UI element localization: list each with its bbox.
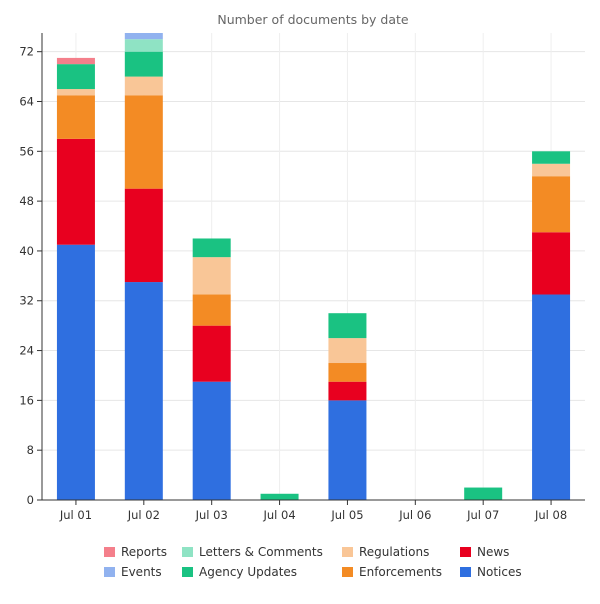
chart-title: Number of documents by date bbox=[217, 12, 409, 27]
bar-jul-07-agency-updates[interactable] bbox=[464, 487, 503, 500]
bar-jul-02-letters-and-comments[interactable] bbox=[124, 39, 163, 52]
bar-jul-03-notices[interactable] bbox=[192, 381, 231, 500]
bar-jul-05-agency-updates[interactable] bbox=[328, 313, 367, 339]
x-tick-label-jul-04: Jul 04 bbox=[262, 508, 295, 522]
x-tick-label-jul-05: Jul 05 bbox=[330, 508, 363, 522]
legend-swatch-agency-updates bbox=[182, 567, 193, 577]
bar-jul-01-reports[interactable] bbox=[56, 57, 95, 65]
y-tick-label-72: 72 bbox=[19, 45, 34, 59]
legend-label-regulations: Regulations bbox=[359, 545, 429, 559]
legend-label-reports: Reports bbox=[121, 545, 167, 559]
bar-jul-02-events[interactable] bbox=[124, 33, 163, 40]
bars bbox=[56, 33, 571, 500]
y-tick-label-40: 40 bbox=[19, 244, 34, 258]
bar-jul-01-notices[interactable] bbox=[56, 244, 95, 500]
legend-item-reports[interactable]: Reports bbox=[104, 545, 167, 559]
x-tick-label-jul-02: Jul 02 bbox=[127, 508, 160, 522]
legend-label-news: News bbox=[477, 545, 509, 559]
bar-jul-02-notices[interactable] bbox=[124, 282, 163, 500]
x-tick-label-jul-01: Jul 01 bbox=[59, 508, 92, 522]
legend-item-notices[interactable]: Notices bbox=[460, 565, 522, 579]
bar-jul-08-regulations[interactable] bbox=[532, 163, 571, 177]
bar-jul-08-enforcements[interactable] bbox=[532, 176, 571, 233]
y-tick-label-56: 56 bbox=[19, 144, 34, 158]
bar-jul-03-news[interactable] bbox=[192, 325, 231, 382]
legend-swatch-notices bbox=[460, 567, 471, 577]
bar-jul-01-enforcements[interactable] bbox=[56, 95, 95, 139]
x-tick-label-jul-08: Jul 08 bbox=[534, 508, 567, 522]
bar-jul-05-notices[interactable] bbox=[328, 400, 367, 500]
bar-jul-05-enforcements[interactable] bbox=[328, 363, 367, 382]
bar-jul-01-news[interactable] bbox=[56, 138, 95, 245]
bar-jul-02-regulations[interactable] bbox=[124, 76, 163, 96]
x-tick-label-jul-03: Jul 03 bbox=[195, 508, 228, 522]
legend-item-agency-updates[interactable]: Agency Updates bbox=[182, 565, 297, 579]
grid-lines bbox=[42, 33, 585, 500]
bar-jul-02-enforcements[interactable] bbox=[124, 95, 163, 189]
y-tick-label-32: 32 bbox=[19, 294, 34, 308]
legend-swatch-events bbox=[104, 567, 115, 577]
bar-jul-02-agency-updates[interactable] bbox=[124, 51, 163, 77]
legend-item-enforcements[interactable]: Enforcements bbox=[342, 565, 442, 579]
y-tick-label-8: 8 bbox=[27, 443, 34, 457]
bar-jul-08-agency-updates[interactable] bbox=[532, 151, 571, 164]
legend-swatch-letters-and-comments bbox=[182, 547, 193, 557]
y-tick-label-48: 48 bbox=[19, 194, 34, 208]
legend: Reports Letters & Comments Regulations News… bbox=[104, 545, 522, 579]
legend-label-notices: Notices bbox=[477, 565, 522, 579]
legend-swatch-reports bbox=[104, 547, 115, 557]
x-tick-label-jul-07: Jul 07 bbox=[466, 508, 499, 522]
bar-jul-02-news[interactable] bbox=[124, 188, 163, 283]
bar-jul-01-regulations[interactable] bbox=[56, 89, 95, 96]
y-tick-label-64: 64 bbox=[19, 94, 34, 108]
legend-swatch-enforcements bbox=[342, 567, 353, 577]
bar-jul-01-agency-updates[interactable] bbox=[56, 64, 95, 90]
y-tick-label-24: 24 bbox=[19, 344, 34, 358]
legend-label-letters-and-comments: Letters & Comments bbox=[199, 545, 323, 559]
bar-jul-08-news[interactable] bbox=[532, 232, 571, 295]
bar-jul-03-agency-updates[interactable] bbox=[192, 238, 231, 258]
x-tick-label-jul-06: Jul 06 bbox=[398, 508, 431, 522]
axes: 0 8 16 24 32 40 48 56 64 72 Jul 01 Jul 02 Jul 03 Jul … bbox=[19, 33, 585, 522]
legend-label-events: Events bbox=[121, 565, 162, 579]
legend-item-regulations[interactable]: Regulations bbox=[342, 545, 429, 559]
legend-swatch-regulations bbox=[342, 547, 353, 557]
bar-jul-08-notices[interactable] bbox=[532, 294, 571, 500]
legend-swatch-news bbox=[460, 547, 471, 557]
legend-item-events[interactable]: Events bbox=[104, 565, 162, 579]
y-tick-label-0: 0 bbox=[27, 493, 34, 507]
bar-jul-03-enforcements[interactable] bbox=[192, 294, 231, 326]
legend-item-news[interactable]: News bbox=[460, 545, 509, 559]
bar-jul-03-regulations[interactable] bbox=[192, 257, 231, 295]
legend-label-agency-updates: Agency Updates bbox=[199, 565, 297, 579]
legend-label-enforcements: Enforcements bbox=[359, 565, 442, 579]
y-tick-label-16: 16 bbox=[19, 393, 34, 407]
legend-item-letters-and-comments[interactable]: Letters & Comments bbox=[182, 545, 323, 559]
bar-jul-05-news[interactable] bbox=[328, 381, 367, 401]
bar-jul-05-regulations[interactable] bbox=[328, 338, 367, 364]
bar-jul-04-agency-updates[interactable] bbox=[260, 493, 299, 500]
